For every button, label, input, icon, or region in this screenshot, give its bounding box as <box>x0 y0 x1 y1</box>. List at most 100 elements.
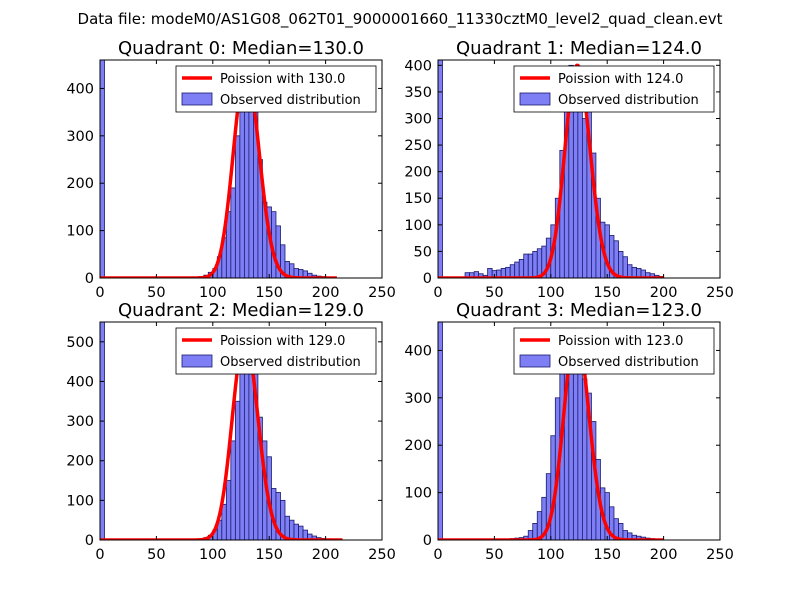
x-tick-label: 250 <box>368 285 396 301</box>
x-tick-label: 100 <box>199 285 227 301</box>
x-tick-label: 0 <box>433 285 442 301</box>
x-tick-label: 0 <box>95 547 104 563</box>
histogram-bar <box>622 256 628 278</box>
y-tick-label: 400 <box>66 81 94 97</box>
y-tick-label: 0 <box>423 533 432 549</box>
x-tick-label: 250 <box>368 547 396 563</box>
y-tick-label: 400 <box>404 58 432 74</box>
legend-label-poisson: Poission with 124.0 <box>558 72 683 87</box>
legend-label-poisson: Poission with 130.0 <box>220 72 345 87</box>
histogram-bar <box>298 525 304 540</box>
histogram-bar <box>536 248 543 278</box>
legend-label-poisson: Poission with 129.0 <box>220 334 345 349</box>
histogram-bar <box>532 251 538 278</box>
legend-label-poisson: Poission with 123.0 <box>558 334 683 349</box>
histogram-bar <box>221 503 227 540</box>
y-tick-label: 300 <box>66 129 94 145</box>
histogram-bar <box>527 253 534 278</box>
histogram-bar-zero <box>438 322 443 540</box>
histogram-bar <box>577 350 583 540</box>
y-tick-label: 200 <box>404 438 432 454</box>
x-tick-label: 100 <box>537 547 565 563</box>
x-tick-label: 100 <box>199 547 227 563</box>
y-tick-label: 200 <box>66 176 94 192</box>
histogram-bar-zero <box>438 60 443 278</box>
histogram-bar <box>577 94 583 278</box>
panel-quadrant-2: 0 50 100 150 200 250 0 100 200 300 400 500 Quadrant … <box>66 300 396 563</box>
panel-quadrant-0: 0 50 100 150 200 250 0 100 200 300 400 Quadrant 0: … <box>66 38 396 301</box>
y-tick-label: 250 <box>404 138 432 154</box>
panel-title: Quadrant 2: Median=129.0 <box>118 300 364 321</box>
histogram-bar <box>239 83 245 278</box>
histogram-bar <box>618 251 624 278</box>
x-tick-label: 50 <box>485 547 503 563</box>
legend-bar-swatch <box>519 92 551 106</box>
histogram-bar <box>289 519 295 540</box>
x-tick-label: 50 <box>147 285 165 301</box>
x-tick-label: 100 <box>537 285 565 301</box>
legend-bar-swatch <box>181 92 213 106</box>
y-tick-label: 500 <box>66 335 94 351</box>
panel-title: Quadrant 1: Median=124.0 <box>456 38 702 59</box>
y-tick-label: 400 <box>66 374 94 390</box>
x-tick-label: 200 <box>650 285 678 301</box>
x-tick-label: 50 <box>485 285 503 301</box>
legend-bar-swatch <box>519 354 551 368</box>
histogram-bar <box>239 345 245 540</box>
x-tick-label: 0 <box>433 547 442 563</box>
histogram-bar <box>234 135 241 278</box>
x-tick-label: 150 <box>255 285 283 301</box>
y-tick-label: 100 <box>404 486 432 502</box>
y-tick-label: 350 <box>404 85 432 101</box>
histogram-bar <box>230 440 236 540</box>
y-tick-label: 100 <box>404 218 432 234</box>
x-tick-label: 200 <box>312 285 340 301</box>
legend-label-observed: Observed distribution <box>220 93 361 108</box>
legend: Poission with 130.0 Observed distribution <box>175 65 377 113</box>
axes-frame <box>437 321 721 541</box>
x-tick-label: 200 <box>650 547 678 563</box>
y-tick-label: 300 <box>404 391 432 407</box>
legend-label-observed: Observed distribution <box>220 355 361 370</box>
axes-frame <box>437 59 721 279</box>
y-tick-label: 300 <box>404 111 432 127</box>
x-tick-label: 200 <box>312 547 340 563</box>
histogram-bar <box>293 523 299 540</box>
legend-label-observed: Observed distribution <box>558 93 699 108</box>
y-tick-label: 50 <box>414 244 432 260</box>
y-tick-label: 400 <box>404 343 432 359</box>
x-tick-label: 50 <box>147 547 165 563</box>
x-tick-label: 250 <box>706 285 734 301</box>
panel-quadrant-1: 0 50 100 150 200 250 0 50 100 150 200 250 300 350 400 Q… <box>404 38 734 301</box>
x-tick-label: 150 <box>593 547 621 563</box>
y-tick-label: 150 <box>404 191 432 207</box>
y-tick-label: 0 <box>423 271 432 287</box>
y-tick-label: 200 <box>404 165 432 181</box>
legend-bar-swatch <box>181 354 213 368</box>
histogram-bar-zero <box>100 322 105 540</box>
legend: Poission with 124.0 Observed distribution <box>513 65 715 113</box>
histogram-bar <box>234 400 241 540</box>
histogram-bar <box>523 253 529 278</box>
legend: Poission with 129.0 Observed distribution <box>175 327 377 375</box>
y-tick-label: 0 <box>85 271 94 287</box>
figure-title: Data file: modeM0/AS1G08_062T01_90000016… <box>78 10 723 29</box>
axes-frame <box>99 59 383 279</box>
x-tick-label: 0 <box>95 285 104 301</box>
legend-label-observed: Observed distribution <box>558 355 699 370</box>
panel-title: Quadrant 3: Median=123.0 <box>456 300 702 321</box>
panel-title: Quadrant 0: Median=130.0 <box>118 38 364 59</box>
histogram-bar <box>518 258 525 278</box>
histogram-bar <box>514 261 520 278</box>
histogram-bar-zero <box>100 60 105 278</box>
histogram-bar <box>581 118 588 278</box>
legend: Poission with 123.0 Observed distribution <box>513 327 715 375</box>
histogram-bar <box>230 187 236 278</box>
x-tick-label: 250 <box>706 547 734 563</box>
axes-frame <box>99 321 383 541</box>
x-tick-label: 150 <box>593 285 621 301</box>
x-tick-label: 150 <box>255 547 283 563</box>
y-tick-label: 100 <box>66 493 94 509</box>
y-tick-label: 300 <box>66 414 94 430</box>
